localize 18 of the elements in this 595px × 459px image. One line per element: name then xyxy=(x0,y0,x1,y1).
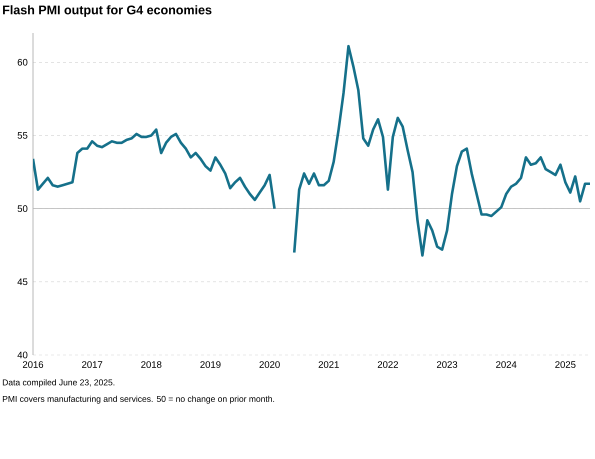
x-tick-label: 2022 xyxy=(378,361,398,368)
x-tick-label: 2024 xyxy=(496,361,516,368)
text: PMI covers manufacturing and services. 50 = no change on prior month. xyxy=(2,396,274,404)
chart-title: Flash PMI output for G4 economies xyxy=(3,5,212,17)
x-tick-label: 2016 xyxy=(22,361,44,368)
x-tick-label: 2020 xyxy=(260,361,280,368)
x-tick-label: 2019 xyxy=(200,361,221,368)
x-tick-label: 2023 xyxy=(436,361,458,368)
y-tick-label: 40 xyxy=(17,352,28,358)
y-tick-label: 50 xyxy=(18,205,28,212)
x-tick-label: 2018 xyxy=(141,361,162,368)
x-tick-label: 2017 xyxy=(82,361,102,368)
x-tick-label: 2021 xyxy=(318,361,339,368)
y-tick-label: 60 xyxy=(18,58,28,66)
y-tick-label: 45 xyxy=(17,278,28,286)
y-tick-label: 55 xyxy=(18,132,28,139)
text: Data compiled June 23, 2025. xyxy=(2,379,114,388)
x-tick-label: 2025 xyxy=(555,361,576,368)
